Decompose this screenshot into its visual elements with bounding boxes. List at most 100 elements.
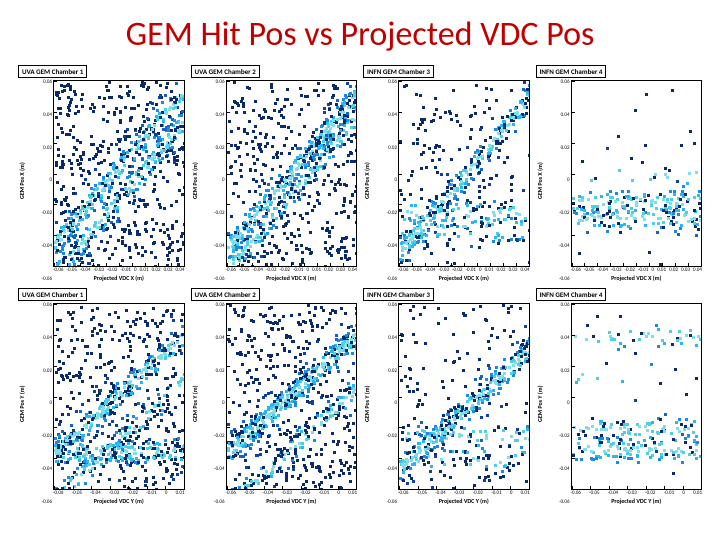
heat-cell xyxy=(90,195,93,198)
heat-cell xyxy=(237,441,240,444)
heat-cell xyxy=(299,147,302,150)
heat-cell xyxy=(141,246,144,249)
heat-cell xyxy=(510,199,513,202)
heat-cell xyxy=(617,135,620,138)
heat-cell xyxy=(296,429,299,432)
heat-cell xyxy=(298,234,301,237)
heat-cell xyxy=(59,319,62,322)
heat-cell xyxy=(635,201,638,204)
heat-cell xyxy=(491,327,494,330)
heat-cell xyxy=(443,449,446,452)
y-tick-label: 0 xyxy=(383,178,397,183)
heat-cell xyxy=(129,435,132,438)
heat-cell xyxy=(262,116,265,119)
heat-cell xyxy=(121,400,124,403)
heat-cell xyxy=(164,443,167,446)
heat-cell xyxy=(161,111,164,114)
heat-cell xyxy=(246,86,249,89)
heat-cell xyxy=(699,219,702,222)
heat-cell xyxy=(169,352,172,355)
heat-cell xyxy=(68,159,71,162)
heat-cell xyxy=(446,261,449,264)
heat-cell xyxy=(164,349,167,352)
heat-cell xyxy=(457,207,460,210)
plot-wrap: GEM Pos X (m)0.060.040.020-0.02-0.04-0.0… xyxy=(191,80,358,282)
heat-cell xyxy=(404,375,407,378)
heat-cell xyxy=(344,256,347,259)
heat-cell xyxy=(166,264,169,267)
heat-cell xyxy=(435,195,438,198)
heat-cell xyxy=(303,193,306,196)
heat-cell xyxy=(326,410,329,413)
heat-cell xyxy=(183,373,185,376)
heat-cell xyxy=(132,96,135,99)
heat-cell xyxy=(121,417,124,420)
heat-cell xyxy=(263,255,266,258)
heat-cell xyxy=(63,235,66,238)
heat-cell xyxy=(408,367,411,370)
plot-box xyxy=(398,80,530,267)
heat-cell xyxy=(129,325,132,328)
heat-cell xyxy=(124,332,127,335)
heat-cell xyxy=(320,448,323,451)
heat-cell xyxy=(159,116,162,119)
heat-cell xyxy=(259,412,262,415)
heat-cell xyxy=(347,370,350,373)
heat-cell xyxy=(315,178,318,181)
heat-cell xyxy=(108,478,111,481)
heat-cell xyxy=(113,226,116,229)
heat-cell xyxy=(270,263,273,266)
heat-cell xyxy=(639,198,642,201)
heat-cell xyxy=(94,235,97,238)
heat-cell xyxy=(127,432,130,435)
heat-cell xyxy=(652,222,655,225)
y-tick-mark xyxy=(54,143,57,144)
heat-cell xyxy=(434,211,437,214)
heat-cell xyxy=(264,233,267,236)
heat-cell xyxy=(150,367,153,370)
heat-cell xyxy=(293,212,296,215)
heat-cell xyxy=(182,125,184,128)
heat-cell xyxy=(285,334,288,337)
heat-cell xyxy=(121,459,124,462)
heat-cell xyxy=(238,246,241,249)
plot-box xyxy=(571,80,703,267)
x-tick-mark xyxy=(701,263,702,266)
x-tick-mark xyxy=(106,263,107,266)
heat-cell xyxy=(644,144,647,147)
heat-cell xyxy=(158,355,161,358)
x-tick-mark xyxy=(490,263,491,266)
heat-cell xyxy=(132,334,135,337)
heat-cell xyxy=(253,203,256,206)
heat-cell xyxy=(251,230,254,233)
heat-cell xyxy=(339,389,342,392)
heat-cell xyxy=(340,240,343,243)
heat-cell xyxy=(286,237,289,240)
heat-cell xyxy=(178,384,181,387)
heat-cell xyxy=(251,431,254,434)
heat-cell xyxy=(270,227,273,230)
heat-cell xyxy=(330,485,333,488)
heat-cell xyxy=(246,227,249,230)
panel-title: INFN GEM Chamber 3 xyxy=(363,288,434,301)
heat-cell xyxy=(251,427,254,430)
heat-cell xyxy=(308,311,311,314)
heat-cell xyxy=(635,196,638,199)
heat-cell xyxy=(152,441,155,444)
heat-cell xyxy=(297,228,300,231)
heat-cell xyxy=(699,215,702,218)
heat-cell xyxy=(254,190,257,193)
heat-cell xyxy=(71,228,74,231)
heat-cell xyxy=(243,130,246,133)
heat-cell xyxy=(290,103,293,106)
heat-cell xyxy=(137,205,140,208)
heat-cell xyxy=(155,488,158,490)
heat-cell xyxy=(55,418,58,421)
heat-cell xyxy=(417,403,420,406)
heat-cell xyxy=(403,198,406,201)
heat-cell xyxy=(343,200,346,203)
heat-cell xyxy=(287,126,290,129)
heat-cell xyxy=(246,426,249,429)
heat-cell xyxy=(278,181,281,184)
heat-cell xyxy=(88,415,91,418)
